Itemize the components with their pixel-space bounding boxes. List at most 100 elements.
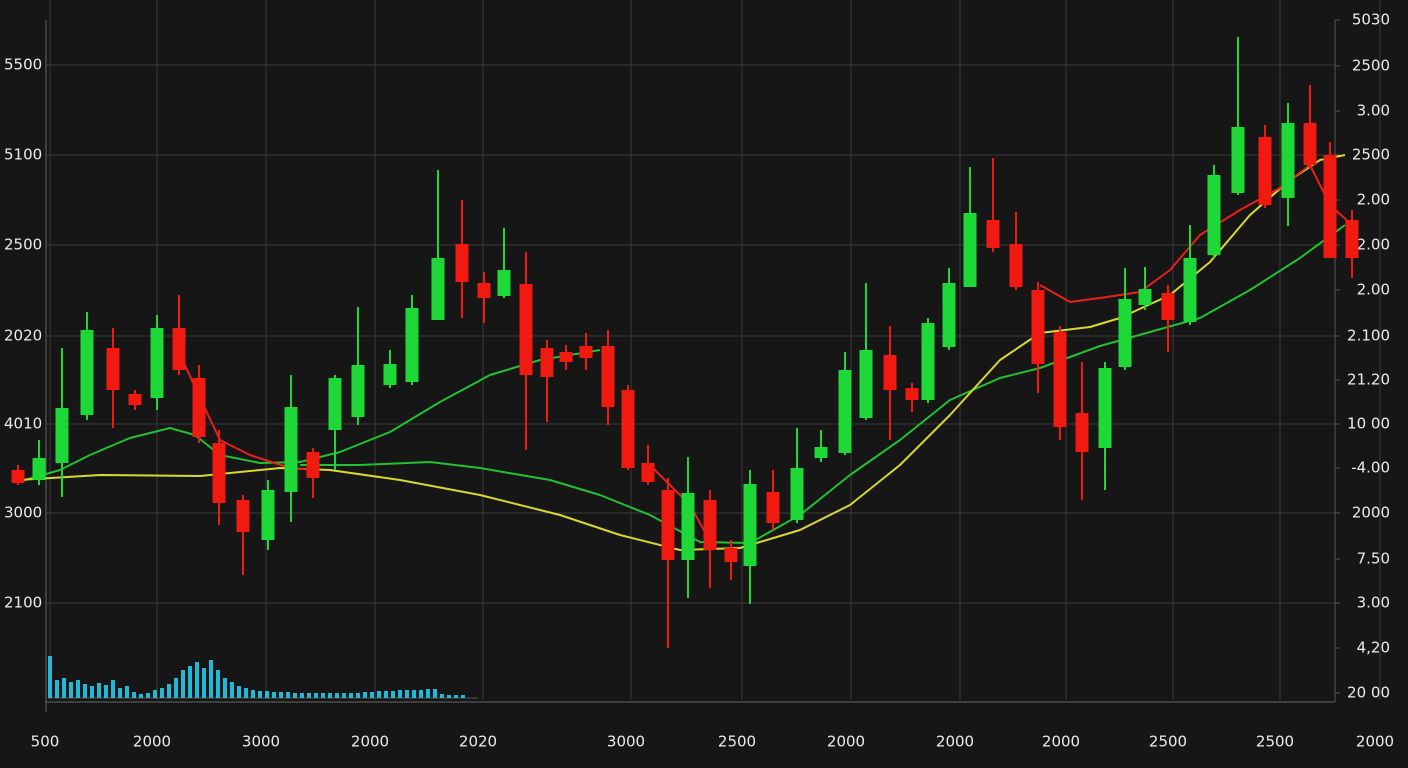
volume-bar <box>433 689 437 698</box>
volume-bar <box>83 684 87 698</box>
y2-tick-label: 2000 <box>1352 504 1390 522</box>
candle-body <box>1098 368 1112 448</box>
volume-bar <box>384 691 388 698</box>
moving-average-line <box>17 349 601 483</box>
volume-bar <box>153 690 157 698</box>
volume-bar <box>279 692 283 698</box>
candle-body <box>703 500 717 550</box>
volume-bar <box>174 678 178 698</box>
volume-bar <box>328 693 332 698</box>
y2-tick-label: 7.50 <box>1357 550 1390 568</box>
y-tick-label: 2100 <box>4 594 42 612</box>
volume-bar <box>440 694 444 698</box>
candle-body <box>905 388 919 400</box>
x-tick-label: 2020 <box>459 733 497 751</box>
candle-body <box>497 270 511 296</box>
volume-bar <box>370 692 374 698</box>
y-tick-label: 4010 <box>4 415 42 433</box>
volume-bar <box>202 668 206 698</box>
candle-body <box>1053 332 1067 427</box>
candle-body <box>32 458 46 480</box>
candle-body <box>790 468 804 520</box>
candle-body <box>540 348 554 377</box>
candle-body <box>838 370 852 453</box>
volume-bar <box>139 694 143 698</box>
x-tick-label: 2000 <box>133 733 171 751</box>
volume-bar <box>293 693 297 698</box>
candle-body <box>405 308 419 382</box>
volume-bar <box>97 683 101 698</box>
candle-body <box>284 407 298 492</box>
volume-bar <box>104 685 108 698</box>
x-tick-label: 2000 <box>1042 733 1080 751</box>
candle-body <box>261 490 275 540</box>
volume-bar <box>307 693 311 698</box>
candle-body <box>724 548 738 562</box>
volume-bar <box>111 680 115 698</box>
volume-bar <box>419 690 423 698</box>
y2-tick-label: 20 00 <box>1347 684 1390 702</box>
volume-bar <box>272 692 276 698</box>
candle-body <box>641 463 655 482</box>
y2-tick-label: 3.00 <box>1357 594 1390 612</box>
volume-bar <box>300 693 304 698</box>
volume-bar <box>447 695 451 698</box>
volume-bar <box>188 666 192 698</box>
volume-bar <box>160 688 164 698</box>
candle-body <box>986 220 1000 248</box>
candle-body <box>1258 137 1272 205</box>
candle-body <box>431 258 445 320</box>
volume-bar <box>251 690 255 698</box>
volume-bar <box>391 691 395 698</box>
volume-bar <box>286 692 290 698</box>
candle-body <box>351 365 365 417</box>
candle-body <box>172 328 186 370</box>
y-tick-label: 5500 <box>4 56 42 74</box>
candle-body <box>921 323 935 400</box>
volume-bar <box>321 693 325 698</box>
candle-body <box>814 447 828 458</box>
x-tick-label: 2500 <box>1149 733 1187 751</box>
y2-tick-label: 2.00 <box>1357 191 1390 209</box>
x-tick-label: 2000 <box>936 733 974 751</box>
volume-bar <box>132 692 136 698</box>
candle-body <box>55 408 69 463</box>
moving-average-line <box>17 154 1346 551</box>
y-tick-label: 2500 <box>4 236 42 254</box>
volume-bar <box>195 662 199 698</box>
volume-bar <box>405 690 409 698</box>
volume-bar <box>118 688 122 698</box>
volume-bar <box>356 693 360 698</box>
volume-bar <box>244 688 248 698</box>
candle-body <box>192 378 206 437</box>
candle-body <box>1345 220 1359 258</box>
volume-bar <box>258 691 262 698</box>
volume-bar <box>69 682 73 698</box>
x-tick-label: 2000 <box>1356 733 1394 751</box>
volume-bar <box>209 660 213 698</box>
volume-bar <box>146 693 150 698</box>
y2-tick-label: 2.00 <box>1357 281 1390 299</box>
candle-body <box>942 283 956 347</box>
y2-tick-label: 4,20 <box>1357 639 1390 657</box>
candle-body <box>236 500 250 532</box>
candle-body <box>559 352 573 362</box>
volume-bar <box>454 695 458 698</box>
candle-body <box>477 283 491 298</box>
candle-body <box>306 452 320 478</box>
y-tick-label: 3000 <box>4 504 42 522</box>
x-tick-label: 3000 <box>242 733 280 751</box>
y2-tick-label: 10 00 <box>1347 415 1390 433</box>
candle-body <box>383 364 397 385</box>
x-tick-label: 2500 <box>718 733 756 751</box>
candle-body <box>128 394 142 405</box>
candle-body <box>1323 155 1337 258</box>
candle-body <box>661 490 675 560</box>
candle-body <box>1031 290 1045 364</box>
candle-body <box>1161 293 1175 320</box>
x-tick-label: 2500 <box>1256 733 1294 751</box>
y2-tick-label: 5030 <box>1352 11 1390 29</box>
volume-bar <box>76 680 80 698</box>
